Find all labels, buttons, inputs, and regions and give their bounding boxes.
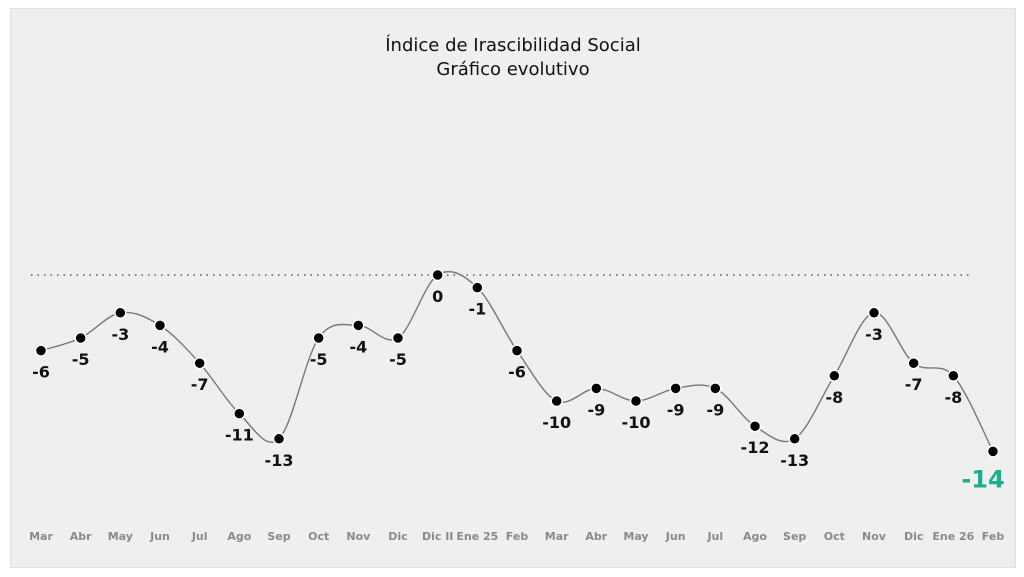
data-label: 0: [432, 287, 443, 306]
x-tick-label: Ago: [227, 530, 251, 543]
x-tick-label: Dic: [388, 530, 407, 543]
x-tick-label: Dic: [904, 530, 923, 543]
x-tick-label: May: [108, 530, 133, 543]
data-point: [233, 407, 246, 420]
data-label: -5: [310, 350, 328, 369]
data-point: [947, 369, 960, 383]
data-point: [74, 331, 87, 345]
data-point: [431, 268, 444, 282]
data-label: -13: [265, 451, 294, 470]
line-chart: Índice de Irascibilidad Social Gráfico e…: [29, 34, 1005, 543]
x-tick-label: Mar: [29, 530, 53, 543]
x-tick-label: Jul: [191, 530, 208, 543]
x-tick-label: Feb: [982, 530, 1005, 543]
data-point: [709, 382, 722, 395]
x-tick-label: Ene 25: [456, 530, 498, 543]
data-point: [748, 419, 762, 433]
data-label: -10: [622, 413, 651, 432]
data-label: -7: [191, 375, 209, 394]
x-tick-label: Sep: [267, 530, 290, 543]
x-tick-label: Dic II: [422, 530, 453, 543]
x-tick-label: Ene 26: [932, 530, 974, 543]
data-label: -6: [32, 363, 50, 382]
x-tick-label: Oct: [308, 530, 329, 543]
chart-title: Índice de Irascibilidad Social: [385, 34, 640, 56]
data-point: [788, 432, 801, 446]
data-point: [867, 306, 881, 320]
data-label: -14: [961, 465, 1004, 493]
data-point: [272, 432, 286, 446]
x-tick-label: Sep: [783, 530, 806, 543]
data-label: -12: [741, 438, 770, 457]
series-line: [40, 270, 994, 452]
data-point: [629, 394, 643, 408]
x-tick-label: Jul: [706, 530, 723, 543]
data-label: -11: [225, 426, 254, 445]
chart-frame: Índice de Irascibilidad Social Gráfico e…: [10, 8, 1016, 568]
data-label: -8: [944, 388, 962, 407]
data-label: -8: [825, 388, 843, 407]
data-point: [34, 344, 48, 357]
data-point: [193, 356, 206, 370]
data-label: -4: [151, 337, 169, 356]
x-tick-label: Oct: [824, 530, 845, 543]
data-label: -1: [468, 300, 486, 319]
x-tick-label: May: [623, 530, 648, 543]
data-point: [153, 319, 167, 332]
x-tick-label: Jun: [149, 530, 170, 543]
data-point: [828, 369, 841, 383]
data-point: [907, 356, 920, 370]
x-tick-label: Jun: [665, 530, 686, 543]
data-point: [471, 281, 484, 294]
data-point: [550, 394, 563, 408]
x-tick-label: Nov: [862, 530, 887, 543]
data-label: -9: [706, 400, 724, 419]
x-tick-label: Feb: [506, 530, 529, 543]
data-label: -4: [349, 337, 367, 356]
data-point: [669, 382, 682, 395]
data-point: [590, 382, 603, 395]
x-tick-label: Ago: [743, 530, 767, 543]
data-point: [391, 331, 405, 345]
data-point: [114, 306, 127, 320]
data-label: -5: [389, 350, 407, 369]
chart-subtitle: Gráfico evolutivo: [436, 59, 589, 80]
data-label: -10: [542, 413, 571, 432]
data-label: -6: [508, 363, 526, 382]
data-label: -3: [111, 325, 129, 344]
data-point: [352, 319, 365, 332]
data-label: -13: [780, 451, 809, 470]
data-label: -9: [587, 400, 605, 419]
data-label: -5: [72, 350, 90, 369]
data-label: -7: [905, 375, 923, 394]
data-point: [986, 445, 1000, 458]
x-tick-label: Abr: [70, 530, 92, 543]
data-point: [510, 344, 524, 357]
x-tick-label: Abr: [585, 530, 607, 543]
data-point: [312, 331, 325, 345]
x-tick-label: Nov: [346, 530, 371, 543]
data-label: -3: [865, 325, 883, 344]
data-label: -9: [667, 400, 685, 419]
x-tick-label: Mar: [545, 530, 569, 543]
